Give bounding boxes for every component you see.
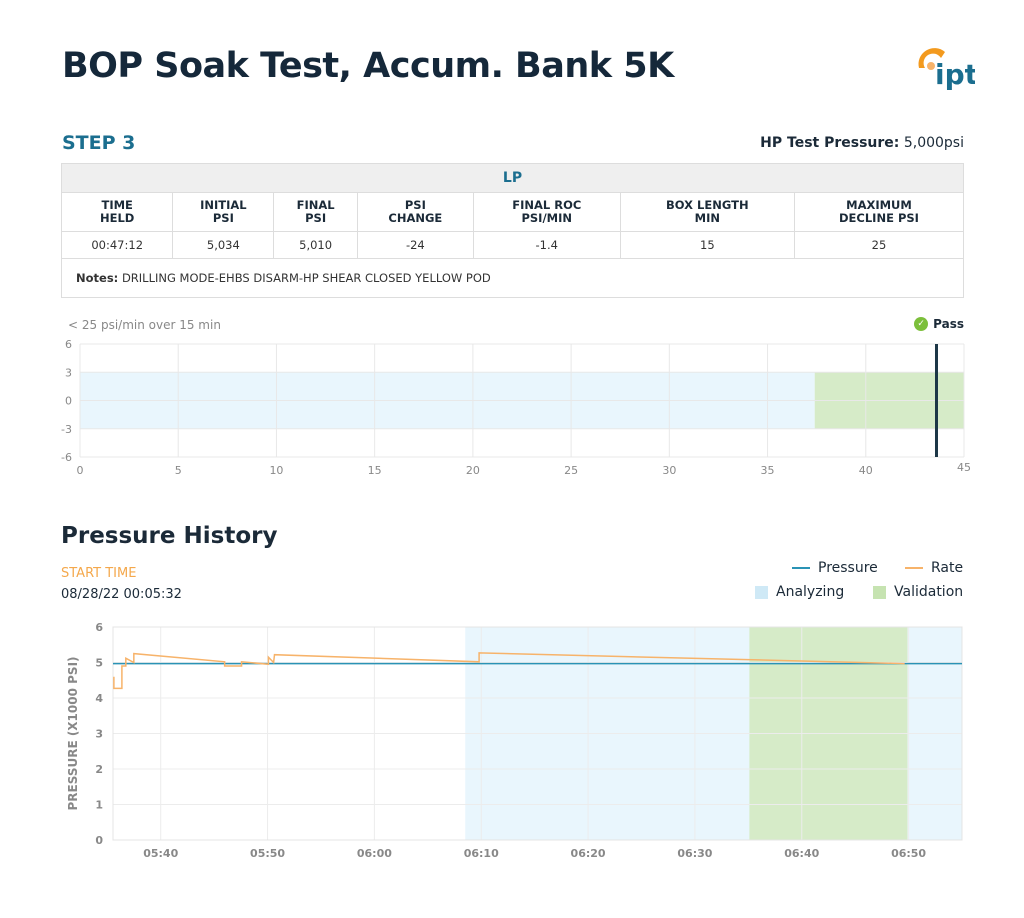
header-line: PSI — [305, 211, 327, 225]
status-badge: ✓ Pass — [914, 317, 964, 331]
legend-label: Rate — [931, 560, 964, 576]
header-line: DECLINE PSI — [839, 211, 919, 225]
table-cell: 00:47:12 — [60, 231, 174, 259]
x-tick-label: 06:00 — [357, 847, 392, 860]
hp-label: HP Test Pressure: — [760, 135, 900, 151]
analyzing-swatch — [755, 585, 768, 599]
header-line: FINAL — [296, 198, 335, 212]
legend-label: Validation — [894, 584, 964, 600]
x-tick-label: 45 — [957, 461, 971, 474]
y-tick-label: 0 — [95, 834, 103, 847]
notes-text: DRILLING MODE-EHBS DISARM-HP SHEAR CLOSE… — [121, 271, 491, 285]
table-cell: 25 — [793, 231, 965, 259]
x-tick-label: 05:40 — [143, 847, 178, 860]
start-time-value: 08/28/22 00:05:32 — [61, 587, 182, 602]
legend-validation: Validation — [873, 584, 963, 600]
y-tick-label: 6 — [95, 621, 103, 634]
results-table: LP TIME HELD INITIAL PSI FINAL PSI PSI CHANGE FI… — [60, 163, 965, 298]
ipt-logo: ipt — [918, 48, 975, 90]
column-header: PSI CHANGE — [356, 192, 474, 232]
criteria-text: < 25 psi/min over 15 min — [68, 318, 221, 332]
plot-border — [112, 626, 963, 841]
header-line: INITIAL — [200, 198, 247, 212]
legend-pressure: Pressure — [792, 560, 878, 576]
column-header: FINAL ROC PSI/MIN — [472, 192, 621, 232]
x-tick-label: 20 — [466, 464, 480, 477]
table-cell: 15 — [619, 231, 795, 259]
legend-analyzing: Analyzing — [755, 584, 844, 600]
header-line: PSI — [212, 211, 234, 225]
x-tick-label: 5 — [175, 464, 182, 477]
check-circle-icon: ✓ — [914, 317, 929, 331]
header-line: BOX LENGTH — [666, 198, 749, 212]
y-tick-label: 2 — [95, 763, 103, 776]
column-header: INITIAL PSI — [172, 192, 275, 232]
x-tick-label: 06:20 — [571, 847, 606, 860]
table-cell: -1.4 — [472, 231, 621, 259]
column-header: MAXIMUM DECLINE PSI — [793, 192, 965, 232]
x-tick-label: 25 — [564, 464, 578, 477]
column-header: BOX LENGTH MIN — [619, 192, 795, 232]
table-cell: -24 — [356, 231, 474, 259]
x-tick-label: 06:40 — [784, 847, 819, 860]
section-header: LP — [61, 163, 964, 193]
legend-label: Analyzing — [776, 584, 845, 600]
hp-value: 5,000psi — [903, 135, 964, 151]
validation-swatch — [873, 585, 886, 599]
x-tick-label: 06:30 — [677, 847, 712, 860]
header-line: MAXIMUM — [846, 198, 912, 212]
table-cell: 5,010 — [273, 231, 358, 259]
legend-label: Pressure — [818, 560, 878, 576]
y-axis-label: PRESSURE (X1000 PSI) — [66, 656, 80, 810]
y-tick-label: 3 — [95, 728, 103, 741]
x-tick-label: 05:50 — [250, 847, 285, 860]
section-title: Pressure History — [61, 523, 278, 549]
column-header: TIME HELD — [60, 192, 174, 232]
x-tick-label: 10 — [269, 464, 283, 477]
step-label: STEP 3 — [62, 132, 136, 154]
y-tick-label: 0 — [65, 395, 72, 408]
x-tick-label: 0 — [77, 464, 84, 477]
notes-label: Notes: — [76, 271, 119, 285]
y-tick-label: 1 — [95, 799, 103, 812]
rate-series-line — [113, 652, 905, 690]
y-tick-label: 3 — [65, 366, 72, 379]
pressure-history-chart: 0 1 2 3 4 5 6 05:40 05:50 06:00 06:10 06:20 06:30 06:… — [66, 621, 963, 860]
y-tick-label: 4 — [95, 692, 103, 705]
table-cell: 5,034 — [172, 231, 275, 259]
legend-rate: Rate — [905, 560, 963, 576]
y-tick-label: -6 — [61, 451, 72, 464]
rate-swatch — [905, 567, 923, 569]
svg-text:ipt: ipt — [935, 58, 975, 90]
header-line: HELD — [100, 211, 135, 225]
status-text: Pass — [933, 317, 964, 331]
header-line: TIME — [101, 198, 133, 212]
x-tick-label: 30 — [662, 464, 676, 477]
column-header: FINAL PSI — [273, 192, 358, 232]
header-line: MIN — [694, 211, 720, 225]
header-line: FINAL ROC — [512, 198, 582, 212]
header-line: PSI — [404, 198, 426, 212]
x-tick-label: 35 — [761, 464, 775, 477]
x-tick-label: 06:50 — [891, 847, 926, 860]
y-tick-label: 5 — [95, 657, 103, 670]
start-time-label: START TIME — [61, 566, 137, 581]
y-tick-label: -3 — [61, 423, 72, 436]
y-tick-label: 6 — [65, 338, 72, 351]
x-tick-label: 40 — [859, 464, 873, 477]
notes: Notes: DRILLING MODE-EHBS DISARM-HP SHEA… — [61, 258, 964, 298]
page-title: BOP Soak Test, Accum. Bank 5K — [62, 46, 674, 86]
x-tick-label: 06:10 — [464, 847, 499, 860]
x-tick-label: 15 — [368, 464, 382, 477]
header-line: CHANGE — [388, 211, 443, 225]
header-line: PSI/MIN — [521, 211, 573, 225]
pressure-swatch — [792, 567, 810, 569]
hp-test-pressure: HP Test Pressure: 5,000psi — [760, 135, 964, 151]
